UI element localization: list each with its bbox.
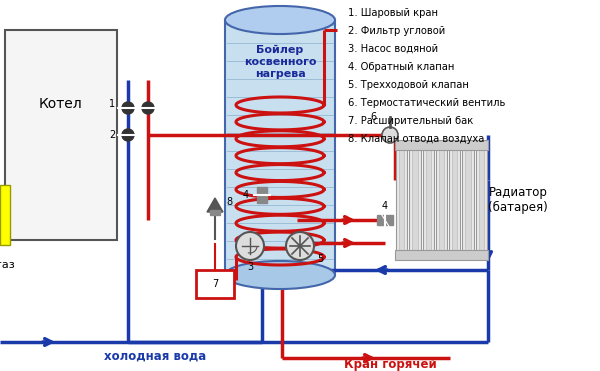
Bar bbox=[425, 150, 431, 250]
Bar bbox=[377, 215, 393, 225]
Circle shape bbox=[122, 129, 134, 141]
Text: 3. Насос водяной: 3. Насос водяной bbox=[348, 44, 438, 54]
Text: 8. Клапан отвода воздуха: 8. Клапан отвода воздуха bbox=[348, 134, 484, 144]
Bar bbox=[452, 150, 457, 250]
Text: Котел: Котел bbox=[39, 96, 83, 111]
Bar bbox=[466, 150, 471, 250]
Bar bbox=[399, 150, 404, 250]
Text: 7: 7 bbox=[212, 279, 218, 289]
Bar bbox=[5, 30, 117, 240]
Text: 5: 5 bbox=[317, 254, 323, 264]
Bar bbox=[412, 150, 418, 250]
Text: 1. Шаровый кран: 1. Шаровый кран bbox=[348, 8, 438, 18]
Text: холодная вода: холодная вода bbox=[104, 349, 206, 362]
Bar bbox=[476, 142, 487, 258]
Bar bbox=[257, 187, 267, 203]
Circle shape bbox=[122, 102, 134, 114]
Bar bbox=[225, 20, 335, 275]
Text: 3: 3 bbox=[247, 262, 253, 272]
Bar bbox=[395, 250, 488, 260]
Ellipse shape bbox=[225, 261, 335, 289]
Circle shape bbox=[286, 232, 314, 260]
Bar bbox=[449, 142, 460, 258]
Bar bbox=[395, 140, 488, 150]
Text: 7. Расширительный бак: 7. Расширительный бак bbox=[348, 116, 473, 126]
Ellipse shape bbox=[225, 6, 335, 34]
Bar bbox=[396, 142, 407, 258]
Text: 4. Обратный клапан: 4. Обратный клапан bbox=[348, 62, 454, 72]
Text: Кран горячей
воды: Кран горячей воды bbox=[344, 358, 436, 371]
Text: Бойлер
косвенного
нагрева: Бойлер косвенного нагрева bbox=[244, 45, 316, 79]
Bar bbox=[0, 185, 10, 245]
Bar bbox=[439, 150, 444, 250]
Text: Радиатор
(батарея): Радиатор (батарея) bbox=[488, 186, 548, 214]
Circle shape bbox=[142, 102, 154, 114]
Circle shape bbox=[382, 127, 398, 143]
Text: 5. Трехходовой клапан: 5. Трехходовой клапан bbox=[348, 80, 469, 90]
Bar bbox=[196, 270, 234, 298]
Bar bbox=[479, 150, 484, 250]
Bar bbox=[436, 142, 447, 258]
Text: 4: 4 bbox=[243, 190, 249, 200]
Text: 2: 2 bbox=[109, 130, 115, 140]
Text: 8: 8 bbox=[226, 197, 232, 207]
Bar bbox=[463, 142, 474, 258]
Text: 6: 6 bbox=[370, 112, 376, 122]
Text: 1: 1 bbox=[109, 99, 115, 109]
Circle shape bbox=[236, 232, 264, 260]
Text: газ: газ bbox=[0, 260, 14, 270]
Text: 4: 4 bbox=[382, 201, 388, 211]
Bar bbox=[422, 142, 434, 258]
Bar bbox=[210, 210, 220, 215]
Text: 6. Термостатический вентиль: 6. Термостатический вентиль bbox=[348, 98, 505, 108]
Bar bbox=[409, 142, 421, 258]
Text: 2. Фильтр угловой: 2. Фильтр угловой bbox=[348, 26, 445, 36]
Polygon shape bbox=[207, 198, 223, 212]
